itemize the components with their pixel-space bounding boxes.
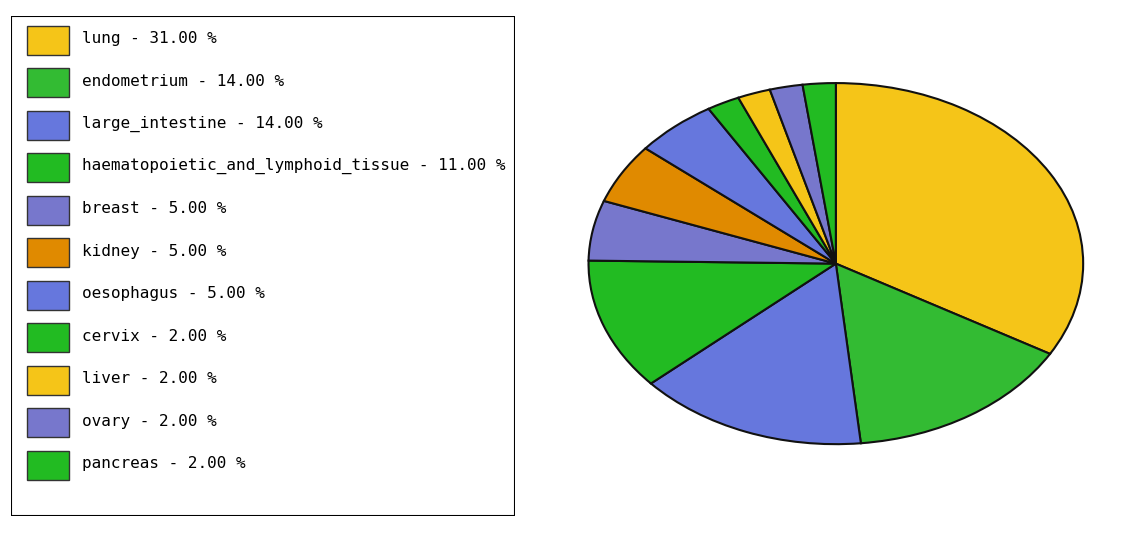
Wedge shape [589,201,836,264]
Text: large_intestine - 14.00 %: large_intestine - 14.00 % [82,116,323,132]
FancyBboxPatch shape [11,16,515,516]
Wedge shape [652,264,861,444]
Text: endometrium - 14.00 %: endometrium - 14.00 % [82,74,284,89]
Wedge shape [589,260,836,384]
Text: pancreas - 2.00 %: pancreas - 2.00 % [82,456,246,471]
Text: kidney - 5.00 %: kidney - 5.00 % [82,244,227,259]
Text: oesophagus - 5.00 %: oesophagus - 5.00 % [82,286,264,301]
FancyBboxPatch shape [26,238,70,267]
Wedge shape [836,83,1083,354]
FancyBboxPatch shape [26,111,70,140]
Text: lung - 31.00 %: lung - 31.00 % [82,31,216,46]
FancyBboxPatch shape [26,451,70,480]
Wedge shape [739,90,836,264]
Text: ovary - 2.00 %: ovary - 2.00 % [82,414,216,429]
Text: breast - 5.00 %: breast - 5.00 % [82,201,227,216]
FancyBboxPatch shape [26,68,70,97]
Text: haematopoietic_and_lymphoid_tissue - 11.00 %: haematopoietic_and_lymphoid_tissue - 11.… [82,158,505,174]
Wedge shape [709,98,836,264]
FancyBboxPatch shape [26,323,70,352]
Text: cervix - 2.00 %: cervix - 2.00 % [82,329,227,344]
Wedge shape [836,264,1050,443]
Wedge shape [646,109,836,264]
FancyBboxPatch shape [26,153,70,182]
FancyBboxPatch shape [26,26,70,55]
FancyBboxPatch shape [26,281,70,310]
FancyBboxPatch shape [26,408,70,437]
Wedge shape [803,83,836,264]
FancyBboxPatch shape [26,196,70,225]
Text: liver - 2.00 %: liver - 2.00 % [82,371,216,386]
FancyBboxPatch shape [26,366,70,395]
Wedge shape [603,148,836,264]
Wedge shape [769,84,836,264]
